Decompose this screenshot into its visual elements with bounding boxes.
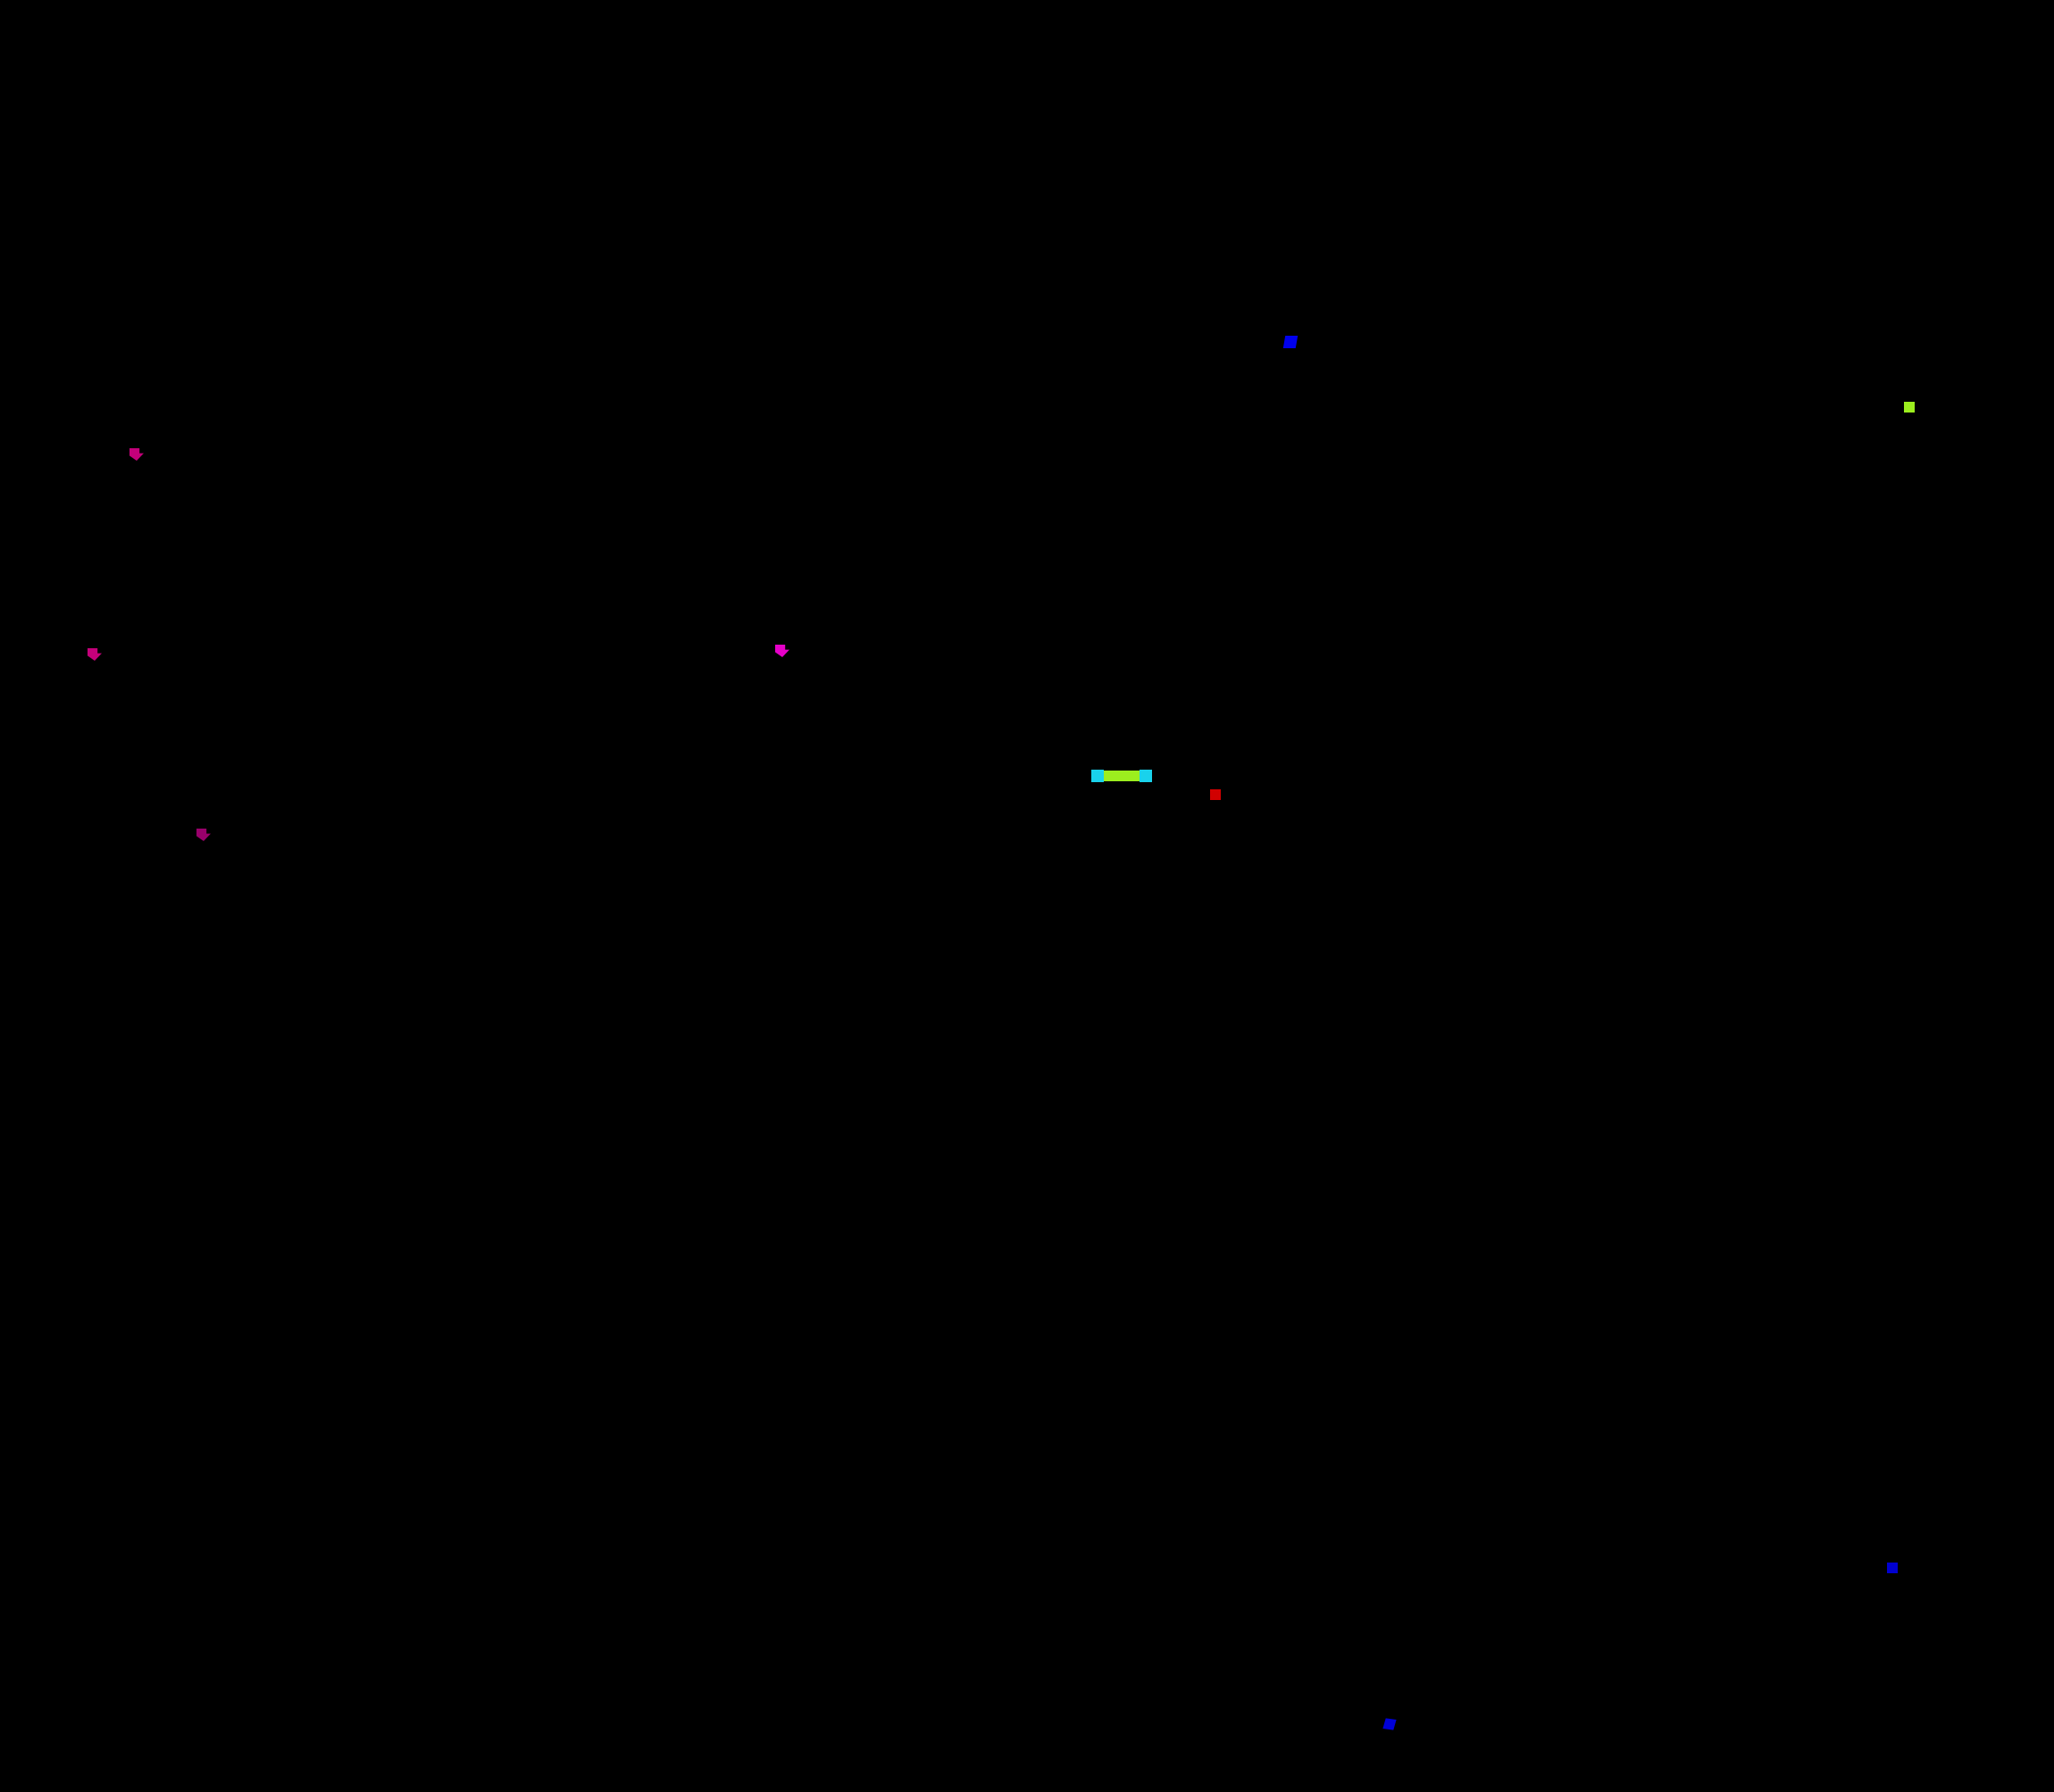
magenta-marker-lower-left[interactable] bbox=[196, 829, 211, 841]
blue-square-marker-bottom[interactable] bbox=[1887, 1563, 1898, 1573]
green-square-marker[interactable] bbox=[1904, 402, 1915, 413]
status-segment-cyan-right[interactable] bbox=[1140, 770, 1152, 782]
magenta-marker-center[interactable] bbox=[775, 645, 789, 657]
root-stage bbox=[0, 0, 2054, 1792]
red-dot-center[interactable] bbox=[1210, 789, 1221, 800]
status-segment-cyan-left[interactable] bbox=[1091, 770, 1104, 782]
status-segment-green[interactable] bbox=[1104, 771, 1140, 781]
status-segment-bar[interactable] bbox=[1091, 770, 1152, 782]
magenta-marker-left[interactable] bbox=[88, 648, 102, 661]
magenta-marker-upper-left[interactable] bbox=[129, 448, 144, 461]
blue-diamond-marker-top[interactable] bbox=[1283, 336, 1298, 348]
blue-diamond-marker-bottom[interactable] bbox=[1382, 1718, 1396, 1729]
